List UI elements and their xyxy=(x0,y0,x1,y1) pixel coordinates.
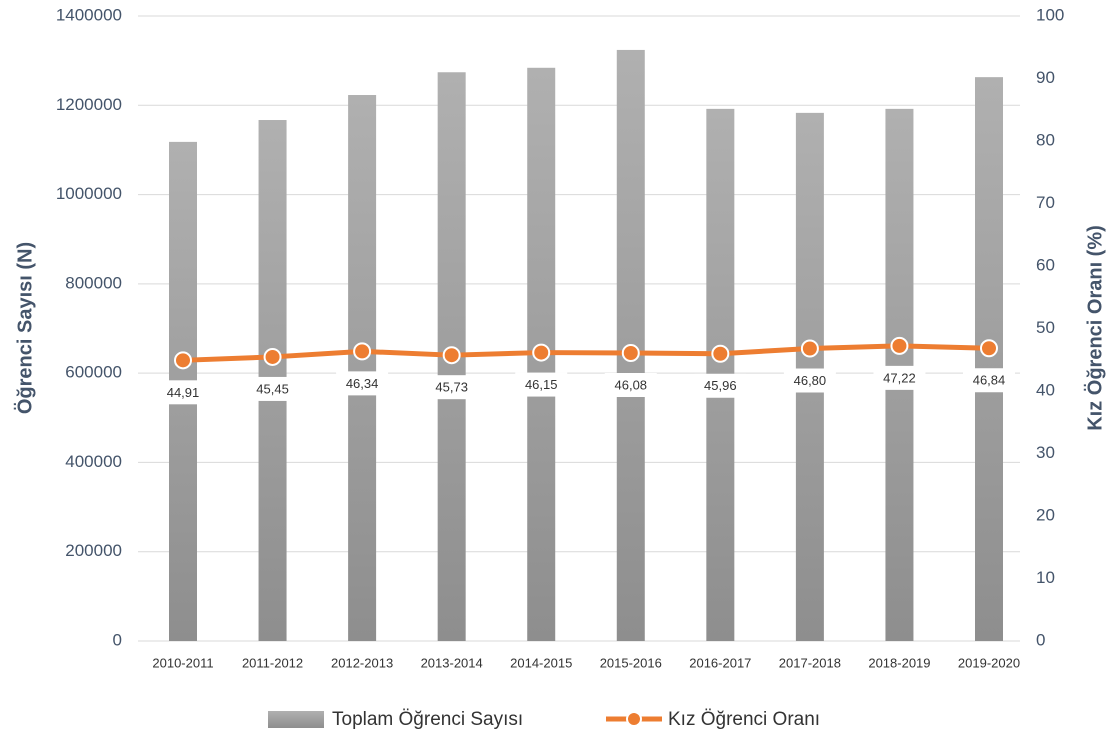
legend-swatch xyxy=(268,711,324,728)
y-tick-label: 1000000 xyxy=(56,184,122,203)
y2-tick-label: 70 xyxy=(1036,193,1055,212)
marker xyxy=(621,344,640,362)
y2-tick-label: 50 xyxy=(1036,318,1055,337)
y2-tick-label: 20 xyxy=(1036,505,1055,524)
label-bg xyxy=(604,373,657,397)
y2-tick-label: 100 xyxy=(1036,5,1064,24)
label-bg xyxy=(694,373,747,398)
x-tick-label: 2019-2020 xyxy=(958,655,1020,670)
y-tick-label: 1400000 xyxy=(56,5,122,24)
y2-tick-label: 60 xyxy=(1036,255,1055,274)
legend-label: Kız Öğrenci Oranı xyxy=(668,709,820,730)
bar xyxy=(975,77,1003,642)
x-tick-label: 2014-2015 xyxy=(510,655,572,670)
y-axis-title: Öğrenci Sayısı (N) xyxy=(13,242,36,414)
label-bg xyxy=(783,368,836,393)
data-label: 44,91 xyxy=(167,385,200,400)
marker xyxy=(353,342,372,361)
data-label: 46,84 xyxy=(973,373,1006,388)
y-tick-label: 1200000 xyxy=(56,95,122,114)
label-bg xyxy=(515,372,568,397)
data-label: 46,08 xyxy=(615,377,648,392)
data-label: 45,96 xyxy=(704,378,737,393)
x-tick-label: 2018-2019 xyxy=(868,655,930,670)
y-tick-label: 400000 xyxy=(65,452,122,471)
bar xyxy=(348,95,377,641)
marker xyxy=(890,336,909,355)
x-tick-label: 2015-2016 xyxy=(600,655,662,670)
data-label: 45,73 xyxy=(435,380,468,395)
y-tick-label: 800000 xyxy=(65,273,122,292)
y2-tick-label: 80 xyxy=(1036,130,1055,149)
x-tick-label: 2013-2014 xyxy=(421,655,483,670)
marker xyxy=(263,347,282,366)
data-label: 46,15 xyxy=(525,377,558,392)
label-bg xyxy=(873,365,926,390)
y2-tick-label: 0 xyxy=(1036,630,1045,649)
marker xyxy=(532,343,551,362)
x-tick-label: 2017-2018 xyxy=(779,655,841,670)
label-bg xyxy=(157,380,209,405)
marker xyxy=(711,344,730,363)
y2-tick-label: 90 xyxy=(1036,68,1055,87)
label-bg xyxy=(336,371,389,396)
line xyxy=(182,343,990,363)
data-label: 46,80 xyxy=(794,373,827,388)
label-bg xyxy=(425,375,478,400)
label-bg xyxy=(246,376,299,401)
y2-tick-label: 40 xyxy=(1036,380,1055,399)
marker xyxy=(442,346,461,365)
marker xyxy=(174,351,192,370)
y-tick-label: 200000 xyxy=(65,541,122,560)
y-tick-label: 600000 xyxy=(65,363,122,382)
legend-swatch xyxy=(626,711,642,727)
x-tick-label: 2016-2017 xyxy=(689,655,751,670)
label-bg xyxy=(963,368,1015,393)
y-tick-label: 0 xyxy=(113,630,122,649)
x-tick-label: 2012-2013 xyxy=(331,655,393,670)
legend-label: Toplam Öğrenci Sayısı xyxy=(332,709,523,730)
y2-tick-label: 30 xyxy=(1036,443,1055,462)
x-tick-label: 2010-2011 xyxy=(152,655,213,670)
data-label: 47,22 xyxy=(883,370,916,385)
y2-axis-title: Kız Öğrenci Oranı (%) xyxy=(1083,225,1106,431)
x-tick-label: 2011-2012 xyxy=(242,655,303,670)
data-label: 45,45 xyxy=(256,381,289,396)
marker xyxy=(800,339,819,358)
y2-tick-label: 10 xyxy=(1036,568,1055,587)
marker xyxy=(980,339,998,358)
data-label: 46,34 xyxy=(346,376,379,391)
